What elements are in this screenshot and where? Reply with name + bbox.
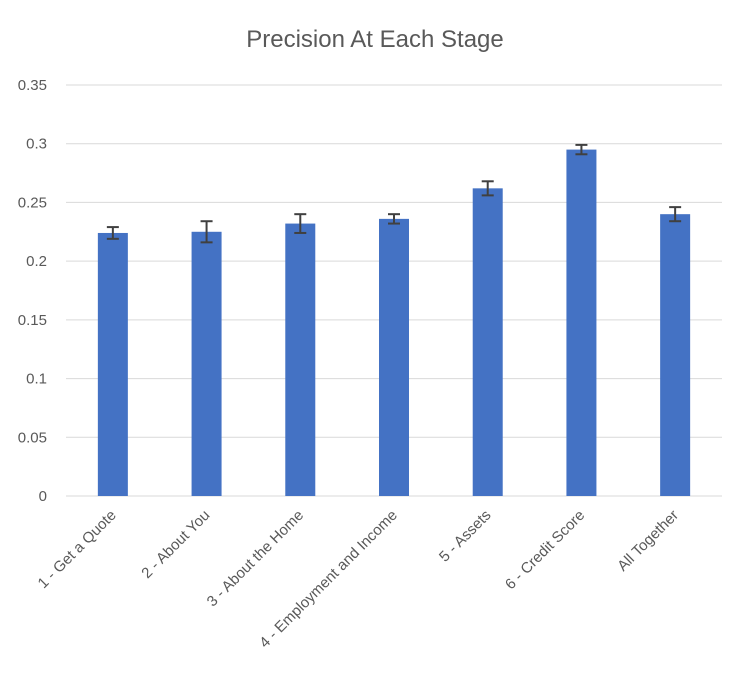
- y-tick-label: 0.2: [26, 253, 47, 270]
- y-tick-label: 0.35: [18, 77, 47, 94]
- y-tick-label: 0: [39, 488, 47, 505]
- y-tick-label: 0.15: [18, 312, 47, 329]
- y-tick-label: 0.1: [26, 371, 47, 388]
- bars-layer: [97, 149, 691, 497]
- x-category-label: 6 - Credit Score: [502, 507, 588, 593]
- error-bar: [388, 213, 400, 225]
- bar: [660, 214, 691, 496]
- x-category-label: 5 - Assets: [436, 507, 495, 566]
- x-category-label: 1 - Get a Quote: [35, 507, 120, 592]
- y-tick-label: 0.05: [18, 429, 47, 446]
- y-tick-label: 0.25: [18, 194, 47, 211]
- error-bar: [106, 226, 119, 240]
- error-bar: [481, 180, 494, 197]
- x-category-label: 2 - About You: [138, 507, 213, 582]
- bar: [285, 223, 316, 496]
- error-bar: [294, 213, 307, 234]
- error-bar: [669, 206, 682, 223]
- chart-title: Precision At Each Stage: [246, 26, 503, 53]
- error-bar: [200, 220, 213, 244]
- x-category-label: 3 - About the Home: [204, 507, 307, 610]
- bar: [191, 231, 222, 497]
- bar: [97, 232, 128, 496]
- error-bar: [575, 143, 588, 156]
- error-bars-layer: [106, 143, 682, 244]
- bar: [566, 149, 597, 497]
- bar: [472, 188, 503, 496]
- x-category-label: All Together: [614, 507, 682, 575]
- y-axis-ticks: 0 0.05 0.1 0.15 0.2 0.25 0.3 0.35: [18, 77, 47, 505]
- bar: [379, 218, 409, 496]
- y-tick-label: 0.3: [26, 136, 47, 153]
